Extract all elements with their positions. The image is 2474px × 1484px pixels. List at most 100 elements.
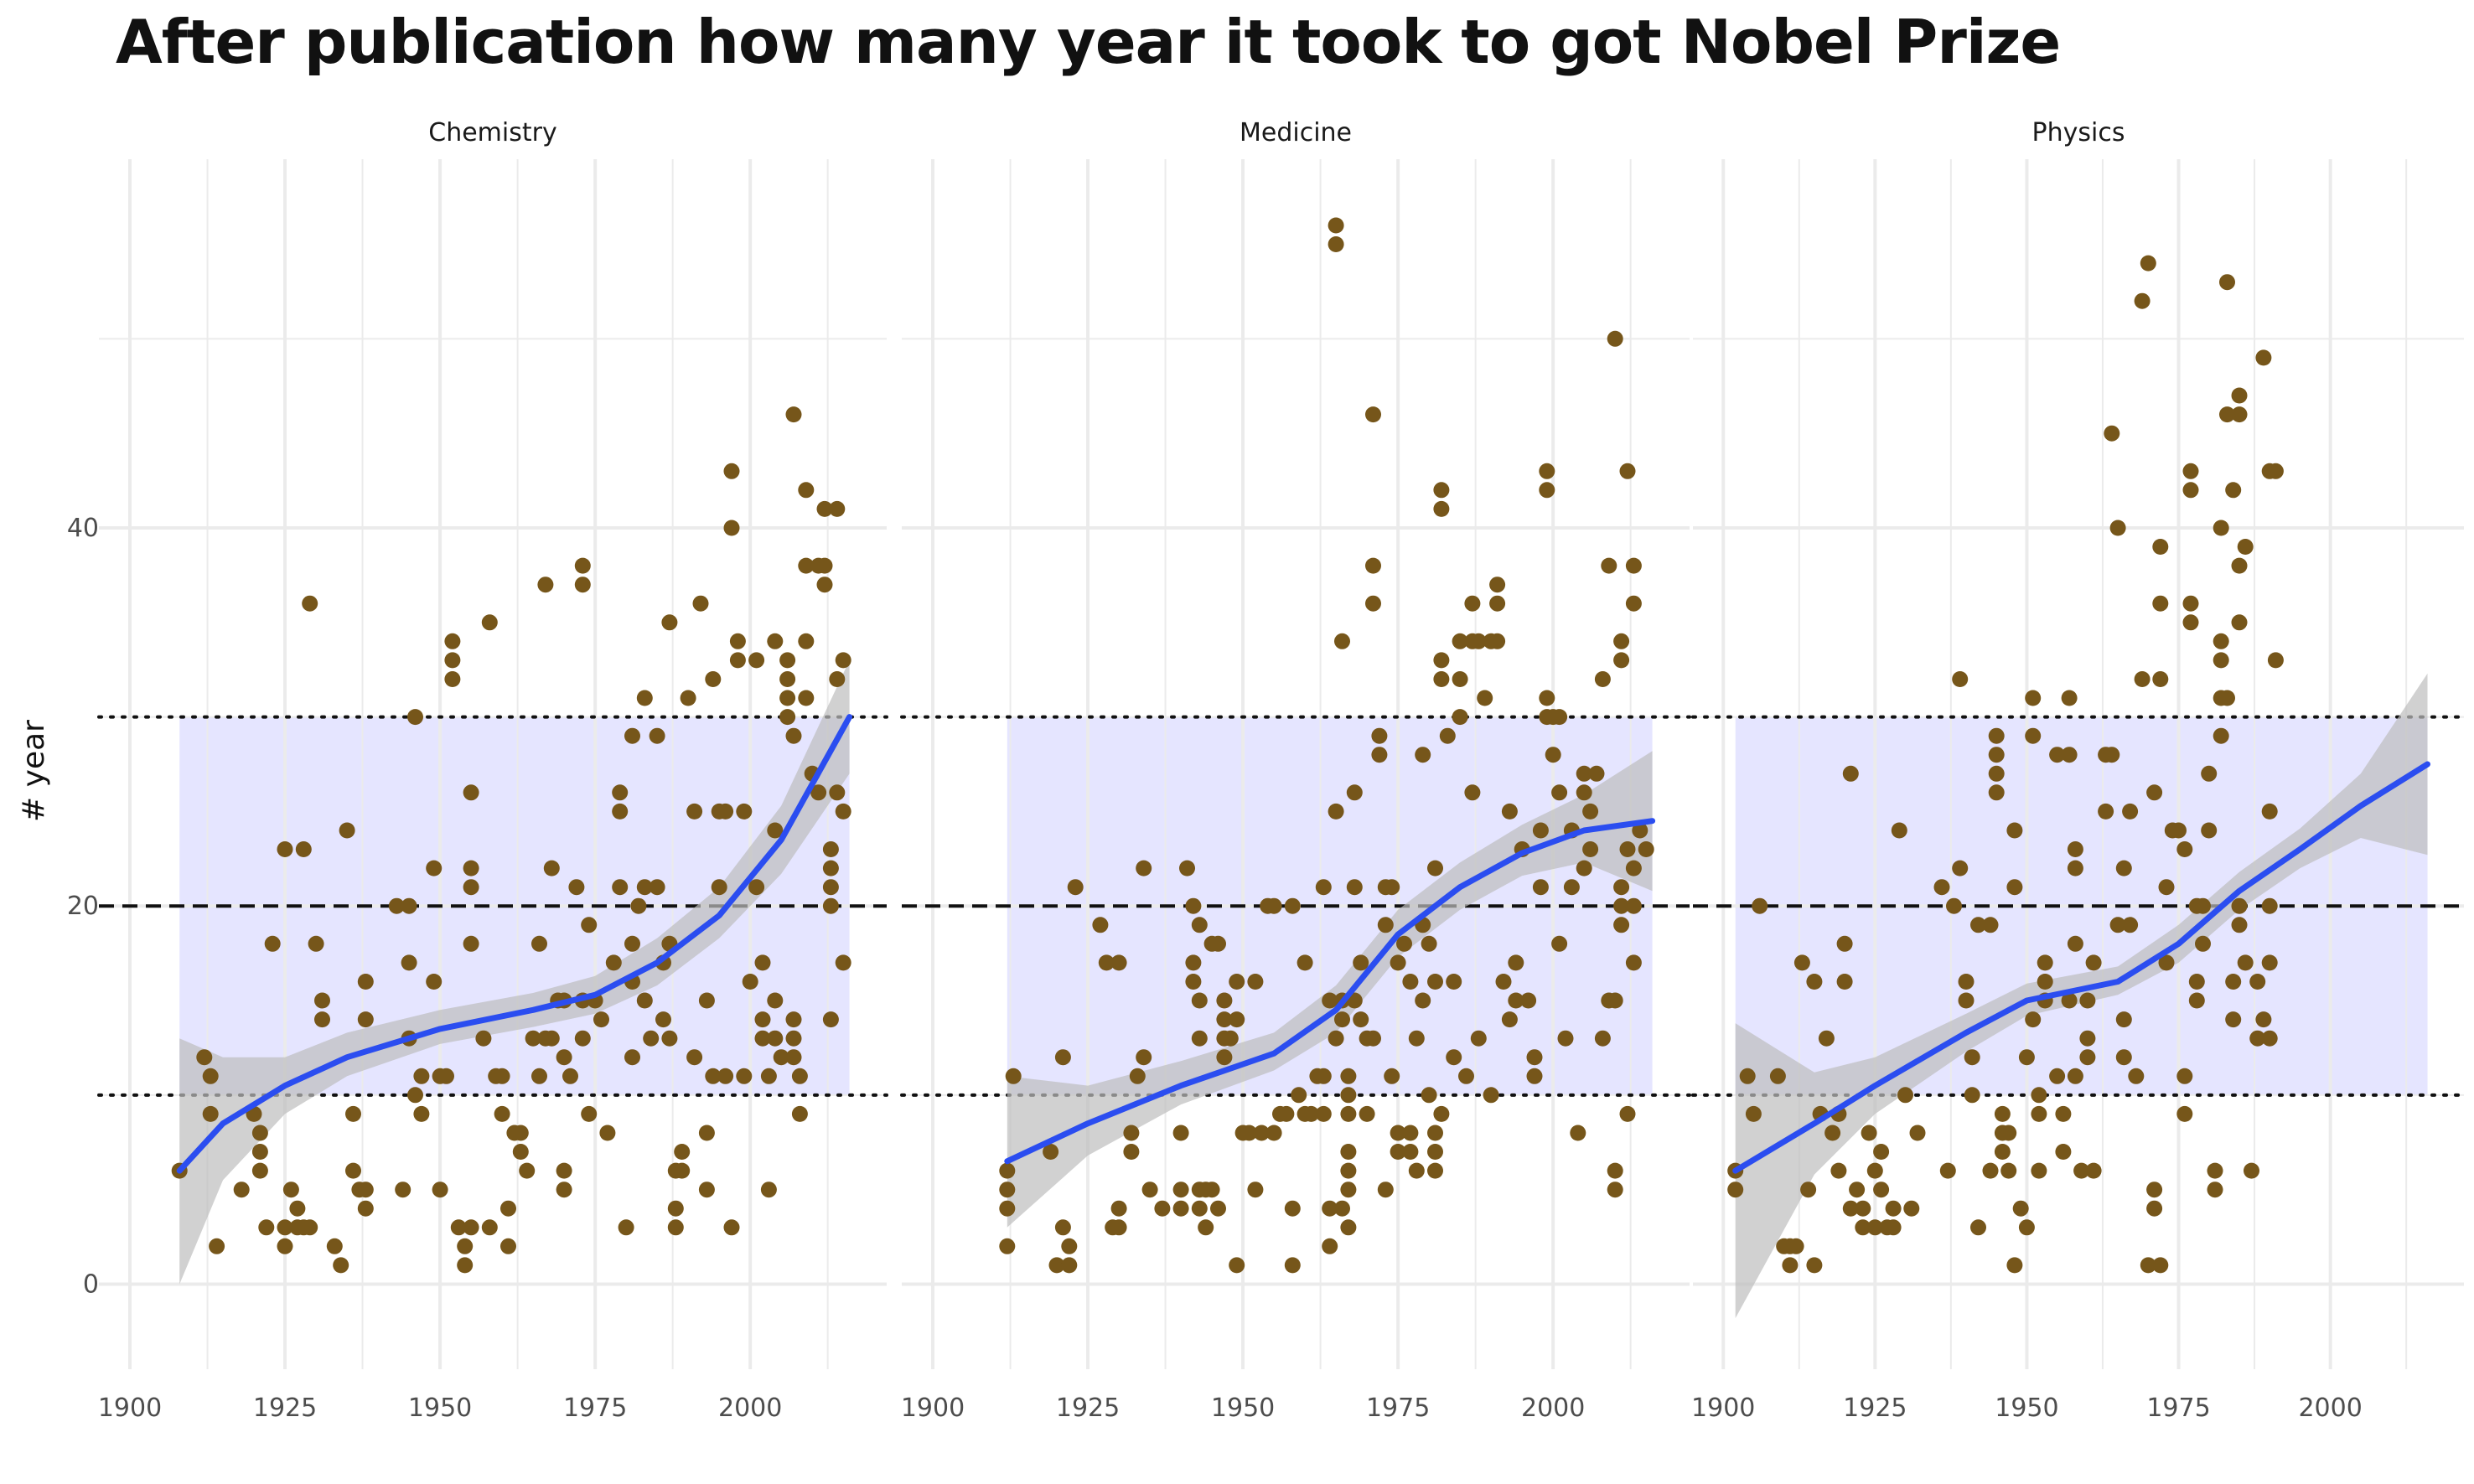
data-point <box>1855 1200 1871 1217</box>
data-point <box>667 1219 684 1236</box>
data-point <box>357 974 374 990</box>
data-point <box>512 1125 529 1141</box>
data-point <box>463 784 479 801</box>
data-point <box>816 577 833 593</box>
smooth-trend-line <box>1004 818 1656 1165</box>
data-point <box>2237 539 2254 555</box>
data-point <box>1229 1011 1245 1028</box>
data-point <box>1315 879 1332 896</box>
data-point <box>1396 935 1412 952</box>
data-point <box>1154 1200 1171 1217</box>
data-point <box>2261 1030 2278 1047</box>
data-point <box>1625 954 1642 971</box>
data-point <box>1526 1049 1543 1066</box>
data-point <box>444 671 461 687</box>
data-point <box>2006 1257 2023 1274</box>
data-point <box>2025 1011 2042 1028</box>
data-point <box>1390 1144 1406 1160</box>
data-point <box>1328 803 1344 820</box>
data-point <box>1371 747 1388 763</box>
data-point <box>1588 765 1605 782</box>
data-point <box>1439 727 1456 744</box>
data-point <box>537 577 554 593</box>
data-point <box>748 879 765 896</box>
data-point <box>822 1011 839 1028</box>
data-point <box>1933 879 1950 896</box>
data-point <box>785 1011 802 1028</box>
data-point <box>1322 992 1338 1009</box>
data-point <box>1185 897 1202 914</box>
data-point <box>543 860 560 876</box>
data-point <box>1353 954 1369 971</box>
data-point <box>1489 577 1506 593</box>
data-point <box>2171 822 2187 839</box>
data-point <box>2067 1068 2083 1084</box>
data-point <box>1408 1162 1425 1179</box>
data-point <box>636 690 653 706</box>
data-point <box>2146 784 2163 801</box>
data-point <box>2018 1049 2035 1066</box>
data-point <box>624 1049 640 1066</box>
x-tick-label: 2000 <box>1521 1394 1585 1423</box>
data-point <box>1185 954 1202 971</box>
data-point <box>475 1030 492 1047</box>
data-point <box>1402 1144 1419 1160</box>
data-point <box>2115 1011 2132 1028</box>
data-point <box>407 1087 423 1104</box>
data-point <box>686 1049 703 1066</box>
data-point <box>2134 292 2151 309</box>
data-point <box>1551 784 1568 801</box>
data-point <box>1745 1105 1762 1122</box>
data-point <box>314 1011 330 1028</box>
data-point <box>674 1144 691 1160</box>
data-point <box>1752 897 1768 914</box>
data-point <box>2006 822 2023 839</box>
data-point <box>1532 879 1549 896</box>
data-point <box>395 1182 411 1198</box>
data-point <box>2213 633 2229 649</box>
data-point <box>1247 974 1264 990</box>
data-point <box>1576 765 1592 782</box>
data-point <box>1855 1219 1871 1236</box>
data-point <box>1253 1125 1270 1141</box>
data-point <box>767 633 784 649</box>
data-point <box>1328 1030 1344 1047</box>
data-point <box>426 974 443 990</box>
data-point <box>543 1030 560 1047</box>
data-point <box>1446 974 1462 990</box>
data-point <box>574 577 591 593</box>
data-point <box>2182 595 2199 612</box>
data-point <box>1433 652 1450 669</box>
data-point <box>2146 1200 2163 1217</box>
data-point <box>1390 954 1406 971</box>
y-tick-label: 40 <box>67 514 99 543</box>
data-point <box>1303 1105 1319 1122</box>
data-point <box>233 1182 250 1198</box>
data-point <box>791 1068 808 1084</box>
panel-chemistry: Chemistry 1900 1925 1950 1975 2000 <box>97 118 888 1423</box>
data-point <box>2146 1182 2163 1198</box>
data-point <box>2031 1162 2047 1179</box>
data-point <box>1607 330 1623 347</box>
data-point <box>1315 1068 1332 1084</box>
data-point <box>1885 1200 1902 1217</box>
data-point <box>2085 1162 2102 1179</box>
data-point <box>798 557 815 574</box>
data-point <box>649 727 665 744</box>
data-point <box>1433 1105 1450 1122</box>
data-point <box>1136 1049 1152 1066</box>
data-point <box>1477 690 1493 706</box>
data-point <box>618 1219 634 1236</box>
data-point <box>1891 822 1907 839</box>
data-point <box>1842 1200 1859 1217</box>
data-point <box>574 1030 591 1047</box>
data-point <box>1415 747 1431 763</box>
data-point <box>1557 1030 1574 1047</box>
data-point <box>426 860 443 876</box>
data-point <box>2006 879 2023 896</box>
data-point <box>630 897 647 914</box>
data-point <box>2219 406 2235 423</box>
data-point <box>1952 671 1969 687</box>
data-point <box>1632 822 1648 839</box>
